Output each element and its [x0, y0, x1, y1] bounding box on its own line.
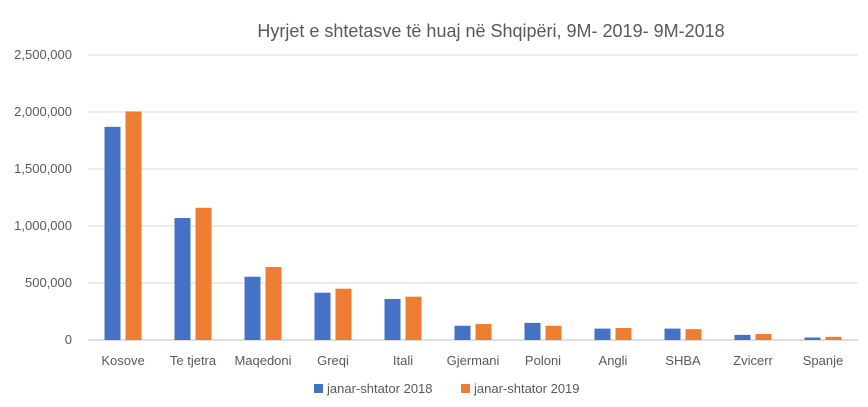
- x-axis-tick-labels: Kosove Te tjetra Maqedoni Greqi Itali Gjerman…: [101, 353, 843, 368]
- y-tick-label: 1,000,000: [14, 218, 72, 233]
- x-tick-label: Maqedoni: [234, 353, 291, 368]
- y-tick-label: 0: [65, 332, 72, 347]
- x-tick-label: Te tjetra: [170, 353, 217, 368]
- bar-gjermani-series-2: [475, 324, 492, 340]
- legend-label: janar-shtator 2019: [473, 381, 580, 396]
- x-tick-label: Kosove: [101, 353, 144, 368]
- x-tick-label: Gjermani: [447, 353, 500, 368]
- bar-greqi-series-2: [335, 288, 352, 340]
- bar-angli-series-1: [594, 328, 611, 340]
- bar-te-tjetra-series-1: [174, 218, 191, 340]
- y-tick-label: 2,000,000: [14, 104, 72, 119]
- y-tick-label: 2,500,000: [14, 47, 72, 62]
- x-tick-label: Spanje: [803, 353, 843, 368]
- y-axis-tick-labels: 0 500,000 1,000,000 1,500,000 2,000,000 2,500…: [14, 47, 72, 347]
- bar-poloni-series-1: [524, 322, 541, 340]
- bar-kosove-series-1: [104, 126, 121, 340]
- bar-shba-series-2: [685, 329, 702, 340]
- chart-title: Hyrjet e shtetasve të huaj në Shqipëri, …: [257, 21, 724, 41]
- legend-swatch: [461, 384, 470, 393]
- bar-zvicerr-series-2: [755, 334, 772, 340]
- legend-swatch: [314, 384, 323, 393]
- bar-itali-series-2: [405, 296, 422, 340]
- bar-maqedoni-series-2: [265, 267, 282, 340]
- bar-itali-series-1: [384, 298, 401, 340]
- bar-te-tjetra-series-2: [195, 207, 212, 340]
- bar-spanje-series-1: [804, 337, 821, 340]
- x-tick-label: Itali: [393, 353, 413, 368]
- legend-label: janar-shtator 2018: [326, 381, 433, 396]
- bar-spanje-series-2: [825, 336, 842, 340]
- bar-greqi-series-1: [314, 292, 331, 340]
- x-tick-label: Poloni: [525, 353, 561, 368]
- y-tick-label: 500,000: [25, 275, 72, 290]
- bar-gjermani-series-1: [454, 325, 471, 340]
- x-tick-label: Angli: [599, 353, 628, 368]
- bar-zvicerr-series-1: [734, 334, 751, 340]
- bar-maqedoni-series-1: [244, 276, 261, 340]
- bar-kosove-series-2: [125, 111, 142, 341]
- y-tick-label: 1,500,000: [14, 161, 72, 176]
- bar-poloni-series-2: [545, 325, 562, 340]
- x-tick-label: Zvicerr: [733, 353, 773, 368]
- legend: janar-shtator 2018 janar-shtator 2019: [314, 381, 580, 396]
- x-tick-label: SHBA: [665, 353, 701, 368]
- bar-angli-series-2: [615, 328, 632, 340]
- gridlines: [88, 54, 858, 341]
- x-tick-label: Greqi: [317, 353, 349, 368]
- bar-shba-series-1: [664, 328, 681, 340]
- bars: [104, 111, 842, 341]
